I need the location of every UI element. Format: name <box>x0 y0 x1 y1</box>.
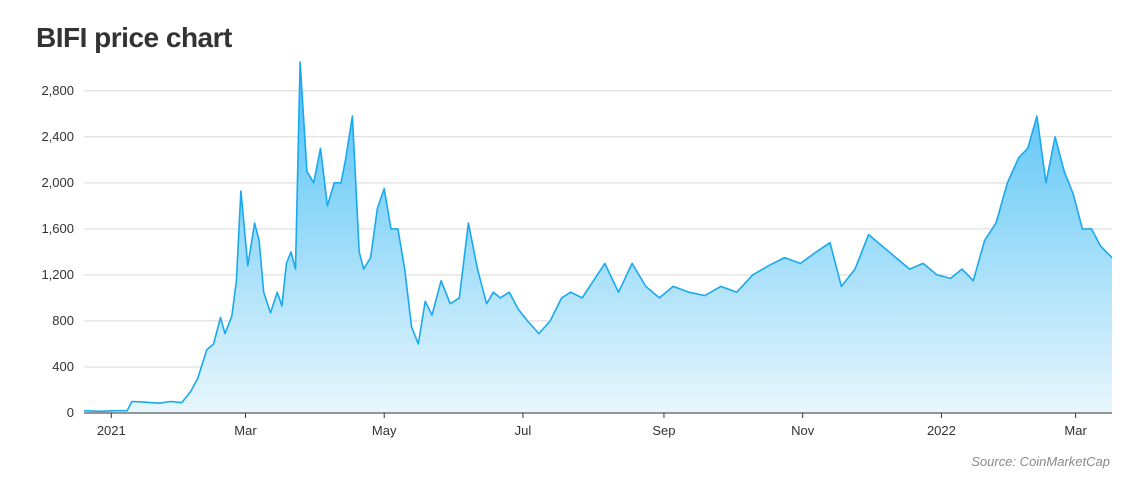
x-tick-label: Mar <box>1064 423 1087 438</box>
x-tick-label: 2021 <box>97 423 126 438</box>
x-tick-label: 2022 <box>927 423 956 438</box>
x-tick-label: Sep <box>652 423 675 438</box>
y-tick-label: 0 <box>67 405 74 420</box>
area-series <box>83 61 1113 413</box>
x-tick-label: Jul <box>515 423 532 438</box>
y-tick-label: 2,400 <box>41 129 74 144</box>
x-tick-label: Nov <box>791 423 815 438</box>
chart-title: BIFI price chart <box>36 22 232 53</box>
price-line <box>83 61 1113 413</box>
y-tick-label: 800 <box>52 313 74 328</box>
y-tick-labels: 0 400 800 1,200 1,600 2,000 2,400 2,800 <box>41 83 74 420</box>
y-tick-label: 2,800 <box>41 83 74 98</box>
area-fill <box>84 62 1112 413</box>
x-tick-label: May <box>372 423 397 438</box>
y-tick-label: 1,200 <box>41 267 74 282</box>
y-tick-label: 2,000 <box>41 175 74 190</box>
y-tick-label: 400 <box>52 359 74 374</box>
source-note: Source: CoinMarketCap <box>971 454 1110 469</box>
axes <box>84 412 1112 418</box>
x-tick-labels: 2021 Mar May Jul Sep Nov 2022 Mar <box>97 423 1088 438</box>
x-tick-label: Mar <box>234 423 257 438</box>
y-tick-label: 1,600 <box>41 221 74 236</box>
